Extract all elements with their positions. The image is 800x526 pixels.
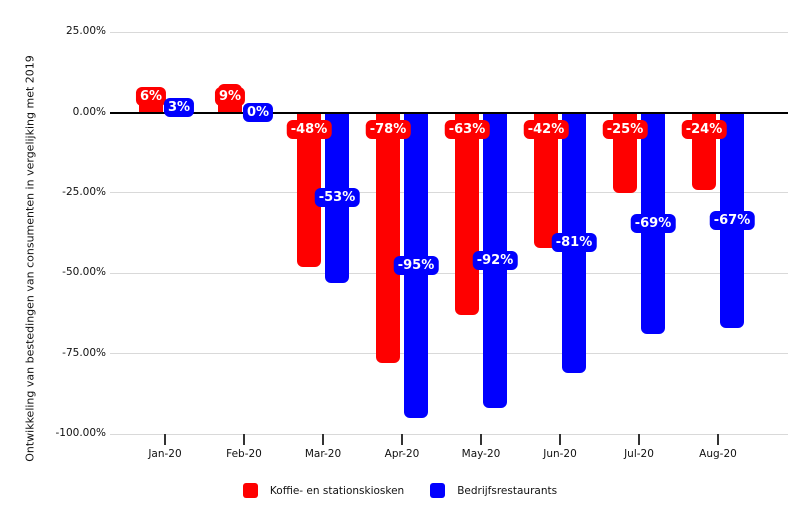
bar-label: -67% — [709, 210, 755, 230]
x-axis-tick — [638, 434, 640, 446]
bar-label: -92% — [472, 250, 518, 270]
x-axis-label: Jan-20 — [148, 448, 182, 460]
gridline — [110, 31, 788, 33]
legend: Koffie- en stationskiosken Bedrijfsrestau… — [0, 483, 800, 498]
bar-label: -69% — [630, 213, 676, 233]
bar-label: -53% — [314, 188, 360, 208]
gridline — [110, 192, 788, 194]
bar-label: -25% — [602, 120, 648, 139]
legend-label: Bedrijfsrestaurants — [457, 484, 558, 497]
y-axis-tick-label: -50.00% — [62, 266, 106, 279]
x-axis-label: Apr-20 — [384, 448, 420, 460]
y-axis-tick-label: -75.00% — [62, 346, 106, 359]
x-axis-label: Jul-20 — [624, 448, 654, 460]
bar-label: 6% — [135, 86, 167, 106]
x-axis-label: Feb-20 — [226, 448, 262, 460]
x-axis-tick — [401, 434, 403, 446]
x-axis-tick — [717, 434, 719, 446]
bar-label: -42% — [523, 120, 569, 139]
x-axis-label: Aug-20 — [699, 448, 737, 460]
legend-swatch — [430, 483, 446, 498]
x-axis-tick — [322, 434, 324, 446]
legend-swatch — [242, 483, 258, 498]
y-axis-tick-label: -100.00% — [55, 427, 106, 440]
x-axis-tick — [559, 434, 561, 446]
bar — [455, 112, 479, 316]
gridline — [110, 353, 788, 355]
legend-label: Koffie- en stationskiosken — [269, 484, 405, 497]
legend-item: Koffie- en stationskiosken — [242, 483, 405, 498]
bar-label: -78% — [365, 120, 411, 139]
y-axis-tick-label: 0.00% — [72, 105, 106, 118]
x-axis-tick — [243, 434, 245, 446]
bar-label: 3% — [163, 98, 195, 118]
legend-item: Bedrijfsrestaurants — [430, 483, 557, 498]
x-axis-tick — [164, 434, 166, 446]
bar-label: -24% — [681, 120, 727, 139]
gridline — [110, 272, 788, 274]
x-axis-label: Mar-20 — [304, 448, 342, 460]
bar-label: -95% — [393, 255, 439, 275]
bar-label: 9% — [214, 86, 246, 106]
x-axis-label: Jun-20 — [543, 448, 577, 460]
bar-label: -81% — [551, 233, 597, 253]
bar-label: 0% — [242, 103, 274, 122]
bar-label: -48% — [286, 120, 332, 139]
gridline — [110, 433, 788, 435]
bar — [376, 112, 400, 364]
x-axis-label: May-20 — [461, 448, 501, 460]
y-axis-tick-label: 25.00% — [65, 25, 106, 38]
zero-axis-line — [110, 111, 788, 114]
y-axis-tick-label: -25.00% — [62, 185, 106, 198]
bar-label: -63% — [444, 120, 490, 139]
x-axis-tick — [480, 434, 482, 446]
